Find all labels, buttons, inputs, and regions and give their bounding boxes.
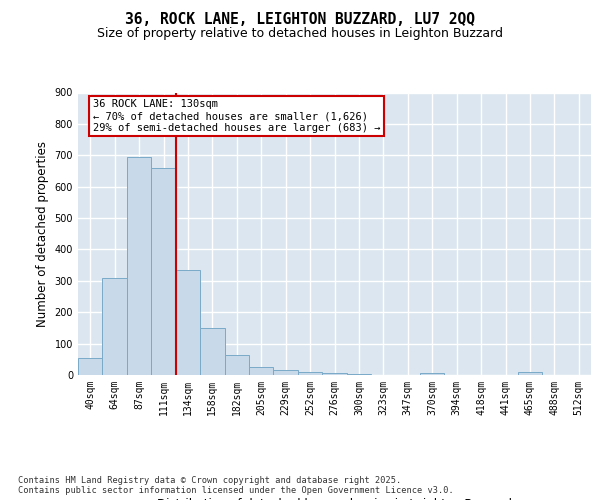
X-axis label: Distribution of detached houses by size in Leighton Buzzard: Distribution of detached houses by size …: [157, 498, 512, 500]
Bar: [249, 367, 274, 375]
Bar: [224, 354, 249, 375]
Bar: [322, 374, 347, 375]
Bar: [518, 372, 542, 375]
Bar: [200, 328, 224, 375]
Bar: [274, 370, 298, 375]
Text: 36 ROCK LANE: 130sqm
← 70% of detached houses are smaller (1,626)
29% of semi-de: 36 ROCK LANE: 130sqm ← 70% of detached h…: [92, 100, 380, 132]
Bar: [127, 157, 151, 375]
Bar: [103, 278, 127, 375]
Bar: [151, 168, 176, 375]
Bar: [347, 374, 371, 375]
Text: Contains HM Land Registry data © Crown copyright and database right 2025.
Contai: Contains HM Land Registry data © Crown c…: [18, 476, 454, 495]
Bar: [78, 358, 103, 375]
Text: Size of property relative to detached houses in Leighton Buzzard: Size of property relative to detached ho…: [97, 28, 503, 40]
Bar: [176, 270, 200, 375]
Bar: [420, 374, 445, 375]
Y-axis label: Number of detached properties: Number of detached properties: [36, 141, 49, 327]
Text: 36, ROCK LANE, LEIGHTON BUZZARD, LU7 2QQ: 36, ROCK LANE, LEIGHTON BUZZARD, LU7 2QQ: [125, 12, 475, 28]
Bar: [298, 372, 322, 375]
